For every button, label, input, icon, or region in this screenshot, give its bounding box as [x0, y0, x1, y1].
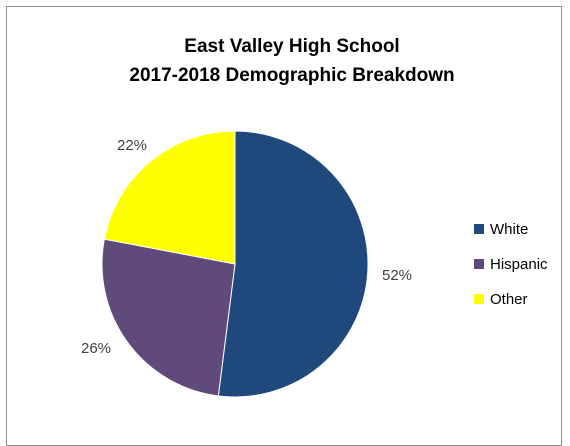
pie-data-labels: 52% 26% 22% [81, 137, 412, 357]
chart-legend: White Hispanic Other [474, 221, 548, 308]
data-label-white: 52% [382, 267, 412, 284]
legend-label-white: White [490, 221, 528, 238]
pie-chart: East Valley High School 2017-2018 Demogr… [81, 36, 548, 398]
chart-subtitle: 2017-2018 Demographic Breakdown [129, 65, 454, 86]
data-label-other: 22% [117, 137, 147, 154]
pie-slice-hispanic [101, 238, 236, 397]
chart-title: East Valley High School [184, 36, 399, 57]
legend-swatch-hispanic [474, 259, 484, 269]
legend-label-other: Other [490, 291, 528, 308]
data-label-hispanic: 26% [81, 340, 111, 357]
pie-slice-other [103, 130, 236, 265]
legend-swatch-white [474, 224, 484, 234]
pie-slice-white [217, 130, 369, 398]
legend-label-hispanic: Hispanic [490, 256, 548, 273]
legend-swatch-other [474, 294, 484, 304]
pie-slices [101, 130, 369, 398]
